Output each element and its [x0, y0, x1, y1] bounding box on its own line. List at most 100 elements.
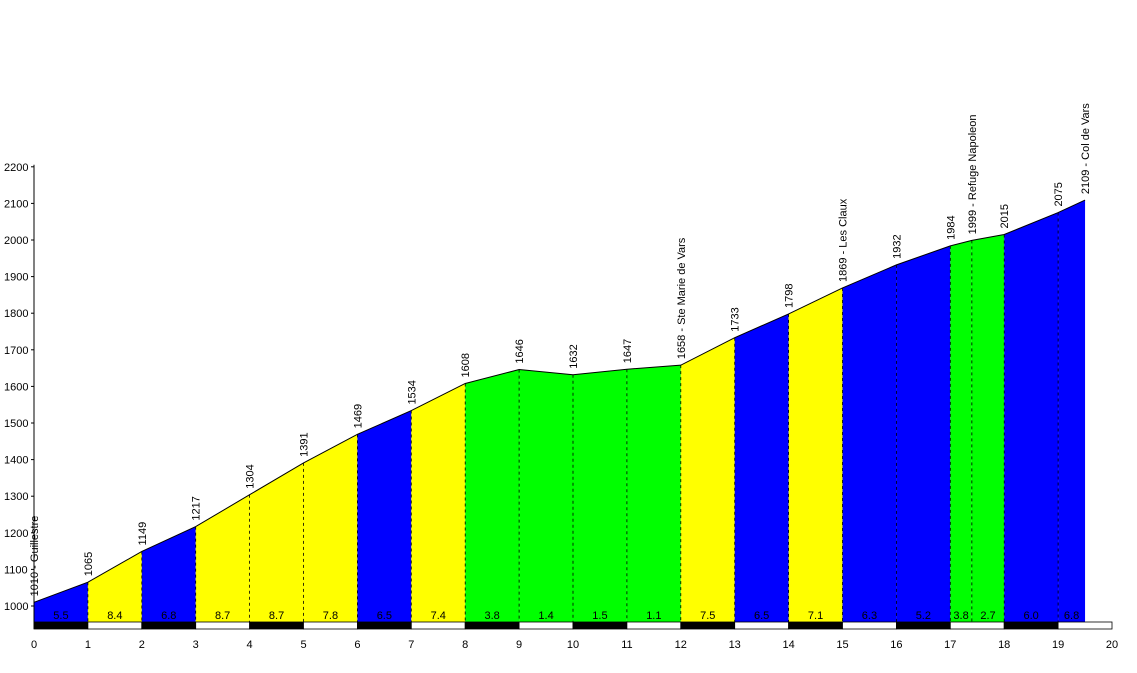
gradient-label: 6.3 [862, 610, 877, 622]
gradient-segment-19 [1004, 212, 1059, 623]
elevation-line [33, 199, 1086, 603]
elevation-label: 1304 [245, 464, 257, 488]
gradient-segment-3 [195, 494, 250, 622]
gradient-segment-11 [626, 365, 681, 622]
x-tick-label: 20 [1106, 639, 1118, 651]
elevation-label: 1932 [891, 234, 903, 258]
gradient-segment-4 [249, 462, 304, 622]
distance-bar-km-10 [572, 621, 628, 630]
distance-bar-km-1 [87, 621, 143, 630]
x-tick-label: 1 [85, 639, 91, 651]
segment-dividers [87, 212, 1059, 622]
x-tick-label: 11 [621, 639, 632, 651]
x-tick-label: 12 [675, 639, 687, 651]
distance-bar-km-0 [33, 621, 89, 630]
y-tick-label: 1800 [4, 308, 28, 320]
gradient-label: 3.8 [485, 610, 500, 622]
elevation-label: 1391 [299, 432, 311, 456]
x-tick-label: 10 [567, 639, 579, 651]
elevation-label: 2109 - Col de Vars [1080, 103, 1092, 194]
elevation-label: 1065 [83, 552, 95, 576]
x-tick-label: 16 [890, 639, 902, 651]
x-tick-label: 9 [516, 639, 522, 651]
gradient-label: 7.5 [700, 610, 715, 622]
elevation-label: 1647 [622, 339, 634, 363]
elevation-label: 1646 [514, 339, 526, 363]
elevation-label: 2075 [1053, 182, 1065, 206]
y-tick-label: 2200 [4, 162, 28, 174]
gradient-segment-16 [896, 245, 951, 622]
y-tick-label: 2100 [4, 198, 28, 210]
profile-line [33, 199, 1086, 603]
x-tick-label: 0 [31, 639, 37, 651]
elevation-label: 1658 - Ste Marie de Vars [676, 237, 688, 359]
labels: 5.5 8.4 6.8 8.7 8.7 7.8 6.5 7.4 3.8 1.4 1.5 1.1 7.5 6… [29, 103, 1092, 622]
gradient-segment-20 [1058, 200, 1086, 622]
gradient-label: 6.8 [1064, 610, 1079, 622]
x-tick-label: 14 [782, 639, 794, 651]
distance-bar-km-12 [680, 621, 736, 630]
elevation-label: 1869 - Les Claux [838, 198, 850, 282]
x-tick-label: 15 [836, 639, 848, 651]
gradient-segment-15 [842, 264, 897, 622]
gradient-segment-12 [680, 337, 735, 622]
distance-bar-km-5 [303, 621, 358, 630]
elevation-label: 1632 [568, 344, 580, 368]
x-tick-label: 4 [247, 639, 253, 651]
gradient-label: 6.8 [161, 610, 176, 622]
elevation-label: 1469 [352, 404, 364, 428]
x-tick-label: 3 [193, 639, 199, 651]
gradient-segment-8 [465, 369, 520, 622]
gradient-segment-10 [573, 369, 627, 622]
gradient-label: 2.7 [980, 610, 995, 622]
gradient-label: 8.7 [215, 610, 230, 622]
y-tick-label: 1100 [4, 564, 28, 576]
x-tick-label: 17 [944, 639, 956, 651]
gradient-label: 7.8 [323, 610, 338, 622]
gradient-segment-13 [734, 313, 789, 622]
x-tick-label: 6 [354, 639, 360, 651]
gradient-segment-17 [950, 240, 972, 622]
gradient-label: 8.4 [107, 610, 122, 622]
distance-bar-km-15 [842, 621, 897, 630]
distance-bar-km-19 [1057, 621, 1113, 630]
gradient-segment-6 [357, 410, 412, 622]
distance-bar-km-14 [788, 621, 843, 630]
gradient-segment-7 [411, 383, 466, 622]
distance-bar-km-7 [410, 621, 466, 630]
y-tick-label: 1400 [4, 455, 28, 467]
gradient-segment-0 [34, 582, 88, 622]
x-tick-label: 19 [1052, 639, 1064, 651]
distance-bar-km-13 [734, 621, 790, 630]
distance-bar-km-2 [141, 621, 197, 630]
distance-bar [33, 621, 1113, 630]
elevation-label: 1149 [137, 522, 149, 546]
y-tick-label: 1700 [4, 345, 28, 357]
distance-bar-km-18 [1003, 621, 1059, 630]
distance-bar-km-3 [195, 621, 250, 630]
gradient-segment-18 [971, 234, 1005, 622]
y-tick-label: 1900 [4, 272, 28, 284]
elevation-label: 1798 [784, 283, 796, 307]
x-tick-label: 8 [462, 639, 468, 651]
distance-bar-km-17 [949, 621, 1005, 630]
gradient-label: 1.5 [592, 610, 607, 622]
distance-bar-km-16 [896, 621, 951, 630]
gradient-label: 1.1 [646, 610, 661, 622]
distance-bar-km-4 [249, 621, 304, 630]
x-tick-label: 5 [300, 639, 306, 651]
y-tick-label: 1300 [4, 491, 28, 503]
elevation-label: 1534 [406, 380, 418, 404]
x-tick-label: 2 [139, 639, 145, 651]
distance-bar-km-8 [464, 621, 520, 630]
distance-bar-km-6 [356, 621, 412, 630]
elevation-label: 1217 [191, 496, 203, 520]
distance-bar-km-11 [626, 621, 682, 630]
distance-bar-km-9 [518, 621, 574, 630]
gradient-segment-5 [303, 434, 358, 622]
elevation-label: 2015 [999, 204, 1011, 228]
gradient-label: 3.8 [953, 610, 968, 622]
gradient-label: 5.2 [916, 610, 931, 622]
gradient-label: 6.0 [1024, 610, 1039, 622]
